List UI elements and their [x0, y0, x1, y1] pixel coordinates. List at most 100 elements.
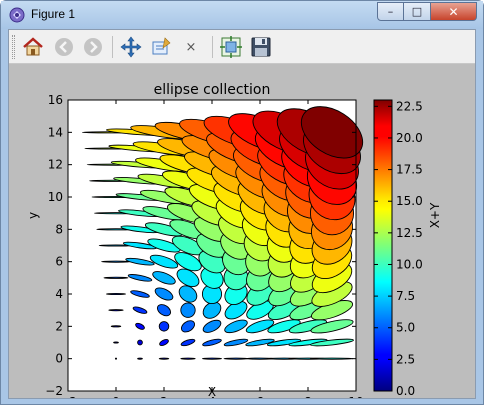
toolbar-grip[interactable]: [12, 35, 15, 59]
zoom-button[interactable]: [149, 35, 173, 59]
x-tick-label: 2: [160, 395, 168, 398]
ellipse-marker: [127, 274, 153, 282]
ellipse-marker: [201, 357, 223, 360]
subplots-icon: [220, 36, 242, 58]
ellipse-marker: [288, 338, 328, 347]
close-button[interactable]: ✕: [431, 2, 477, 21]
x-tick-label: 8: [304, 395, 312, 398]
y-tick-label: 16: [48, 93, 63, 107]
ellipse-marker: [135, 322, 145, 330]
ellipse-marker: [245, 338, 275, 347]
maximize-button[interactable]: □: [404, 2, 431, 21]
colorbar-gradient: [373, 99, 393, 392]
zoom-rect-icon: [152, 37, 171, 55]
ellipse-marker: [266, 338, 302, 347]
clear-button[interactable]: ×: [179, 35, 203, 59]
x-axis-label: X: [208, 385, 216, 398]
colorbar: 0.0 2.5 5.0 7.5 10.0 12.5 15.0 17.5 20.0 22.5 X+Y: [373, 99, 442, 398]
colorbar-tick-label: 2.5: [396, 352, 415, 366]
colorbar-tick-label: 0.0: [396, 384, 415, 398]
ellipse-marker: [156, 304, 172, 317]
minimize-button[interactable]: –: [377, 2, 404, 21]
ellipse-marker: [105, 292, 127, 296]
colorbar-tick-label: 15.0: [396, 194, 423, 208]
y-tick-label: 4: [55, 287, 63, 301]
ellipse-marker: [110, 325, 122, 328]
back-button[interactable]: [52, 35, 76, 59]
colorbar-tick-label: 20.0: [396, 131, 423, 145]
y-tick-label: 6: [55, 255, 63, 269]
ellipse-marker: [108, 309, 124, 312]
pan-button[interactable]: [119, 35, 143, 59]
ellipse-marker: [202, 319, 222, 333]
x-tick-label: 6: [256, 395, 264, 398]
ellipse-marker: [137, 357, 143, 360]
ellipse-marker: [158, 321, 170, 332]
ellipse-marker: [180, 357, 196, 360]
colorbar-tick-label: 7.5: [396, 289, 415, 303]
ellipse-marker: [149, 254, 179, 269]
subplots-button[interactable]: [219, 35, 243, 59]
figure-canvas[interactable]: ellipse collection −2 0 2 4 6 8 10 −2 0 2 4 6 8 10 12 1…: [9, 64, 475, 398]
toolbar-separator: [112, 36, 113, 58]
ellipse-marker: [154, 287, 174, 301]
ellipse-marker: [101, 260, 131, 263]
ellipse-marker: [245, 319, 275, 334]
chart-title: ellipse collection: [154, 82, 271, 98]
colorbar-tick-label: 5.0: [396, 321, 415, 335]
colorbar-tick-label: 10.0: [396, 257, 423, 271]
ellipse-marker: [300, 106, 364, 159]
window-title: Figure 1: [31, 7, 76, 21]
axes-frame: −2 0 2 4 6 8 10 −2 0 2 4 6 8 10 12 14 16 Xy: [26, 93, 364, 398]
ellipse-marker: [103, 276, 129, 279]
x-icon: ×: [185, 39, 197, 55]
arrow-right-icon: [84, 38, 102, 56]
forward-button[interactable]: [81, 35, 105, 59]
ellipse-marker: [180, 302, 196, 318]
ellipse-marker: [125, 257, 155, 266]
ellipse-marker: [158, 357, 170, 360]
home-button[interactable]: [21, 35, 45, 59]
ellipse-marker: [267, 319, 301, 334]
y-tick-label: 0: [55, 352, 63, 366]
colorbar-label: X+Y: [428, 202, 442, 228]
move-arrows-icon: [120, 36, 142, 58]
ellipse-marker: [147, 238, 181, 253]
ellipse-marker: [174, 252, 202, 272]
ellipse-marker: [223, 357, 249, 360]
colorbar-tick-label: 17.5: [396, 163, 423, 177]
ellipse-marker: [180, 338, 196, 347]
home-icon: [23, 37, 43, 56]
ellipse-marker: [180, 320, 196, 333]
ellipse-marker: [130, 290, 150, 298]
colorbar-tick-label: 12.5: [396, 226, 423, 240]
ellipse-marker: [223, 338, 249, 347]
x-tick-label: 10: [348, 395, 363, 398]
floppy-disk-icon: [251, 37, 271, 57]
ellipse-marker: [113, 341, 119, 344]
y-tick-label: 2: [55, 319, 63, 333]
ellipse-marker: [202, 338, 222, 347]
save-button[interactable]: [249, 35, 273, 59]
x-tick-label: 0: [112, 395, 120, 398]
ellipse-marker: [224, 319, 248, 334]
toolbar-separator: [212, 36, 213, 58]
arrow-left-icon: [55, 38, 73, 56]
ellipse-marker: [176, 268, 200, 288]
ellipse-marker: [114, 357, 118, 360]
ellipse-marker: [137, 339, 143, 346]
ellipse-marker: [152, 271, 176, 285]
y-tick-label: 10: [48, 190, 63, 204]
y-tick-label: 12: [48, 158, 63, 172]
ellipse-marker: [159, 339, 169, 346]
y-tick-label: 8: [55, 222, 63, 236]
y-tick-label: 14: [48, 125, 63, 139]
ellipse-marker: [310, 338, 354, 347]
title-bar[interactable]: Figure 1 – □ ✕: [1, 1, 483, 29]
x-tick-label: −2: [59, 395, 77, 398]
ellipse-marker: [178, 285, 198, 303]
y-axis-label: y: [26, 212, 40, 219]
ellipse-marker: [202, 301, 222, 319]
ellipse-collection: [81, 106, 364, 360]
